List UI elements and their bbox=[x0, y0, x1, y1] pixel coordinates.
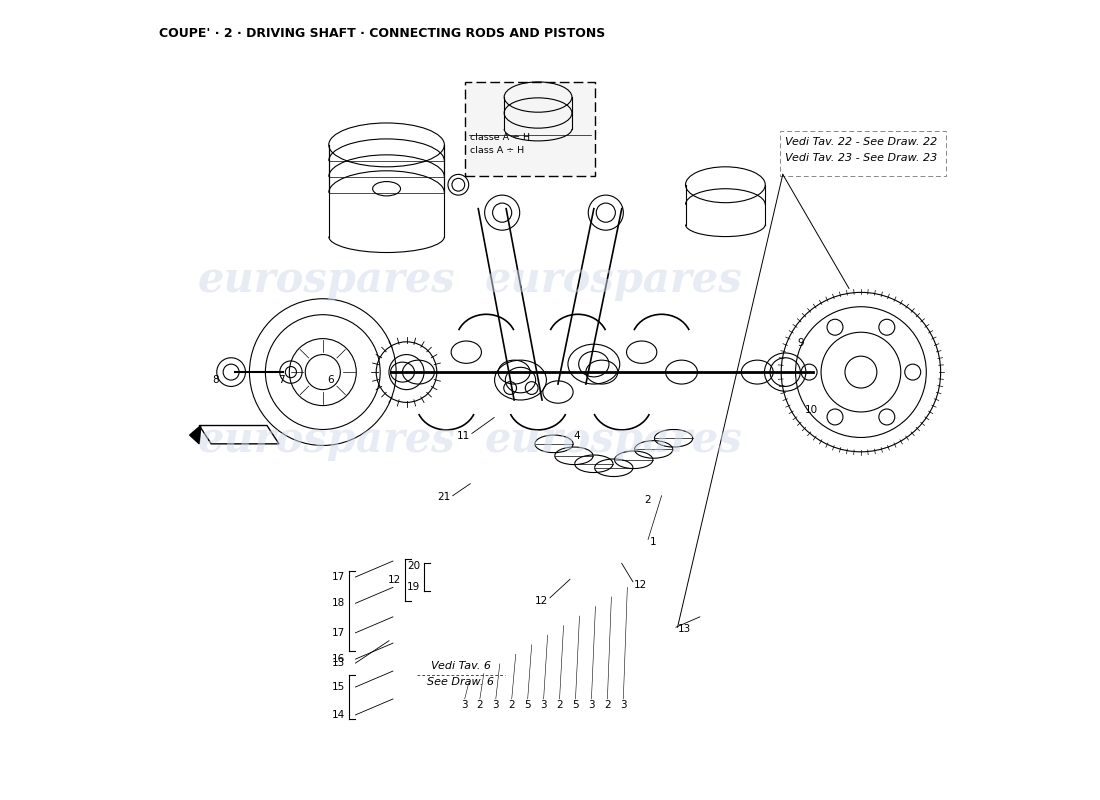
Text: 19: 19 bbox=[407, 582, 420, 592]
Text: 18: 18 bbox=[332, 598, 345, 608]
Text: 3: 3 bbox=[461, 699, 468, 710]
Text: 7: 7 bbox=[278, 375, 285, 385]
Text: Vedi Tav. 23 - See Draw. 23: Vedi Tav. 23 - See Draw. 23 bbox=[785, 153, 937, 163]
Text: 9: 9 bbox=[798, 338, 804, 347]
Text: COUPE' · 2 · DRIVING SHAFT · CONNECTING RODS AND PISTONS: COUPE' · 2 · DRIVING SHAFT · CONNECTING … bbox=[160, 27, 606, 40]
Text: 2: 2 bbox=[476, 699, 483, 710]
Polygon shape bbox=[199, 426, 279, 444]
Text: eurospares: eurospares bbox=[198, 259, 455, 302]
Text: 2: 2 bbox=[645, 494, 651, 505]
Text: 12: 12 bbox=[536, 596, 549, 606]
Text: 15: 15 bbox=[332, 682, 345, 692]
Text: 2: 2 bbox=[508, 699, 515, 710]
Text: eurospares: eurospares bbox=[198, 419, 455, 461]
Text: classe A ÷ H: classe A ÷ H bbox=[471, 133, 530, 142]
Text: 2: 2 bbox=[604, 699, 611, 710]
Text: 3: 3 bbox=[588, 699, 595, 710]
Text: 5: 5 bbox=[525, 699, 531, 710]
Text: 1: 1 bbox=[650, 537, 657, 547]
Text: 6: 6 bbox=[328, 375, 334, 385]
Text: 17: 17 bbox=[332, 572, 345, 582]
FancyBboxPatch shape bbox=[464, 82, 595, 176]
Text: 16: 16 bbox=[332, 654, 345, 664]
Text: 5: 5 bbox=[572, 699, 579, 710]
Text: 12: 12 bbox=[387, 575, 400, 585]
Text: eurospares: eurospares bbox=[485, 259, 742, 302]
Text: 11: 11 bbox=[456, 431, 471, 441]
Text: 3: 3 bbox=[493, 699, 499, 710]
Text: eurospares: eurospares bbox=[485, 419, 742, 461]
Text: 14: 14 bbox=[332, 710, 345, 720]
Text: 3: 3 bbox=[620, 699, 627, 710]
Text: Vedi Tav. 6: Vedi Tav. 6 bbox=[431, 662, 491, 671]
Text: 17: 17 bbox=[332, 628, 345, 638]
Text: 10: 10 bbox=[805, 405, 818, 414]
Text: 20: 20 bbox=[407, 561, 420, 571]
Polygon shape bbox=[189, 426, 201, 444]
Text: 3: 3 bbox=[540, 699, 547, 710]
Text: class A ÷ H: class A ÷ H bbox=[471, 146, 525, 155]
Text: 4: 4 bbox=[574, 431, 581, 441]
Text: Vedi Tav. 22 - See Draw. 22: Vedi Tav. 22 - See Draw. 22 bbox=[785, 137, 937, 147]
Text: 13: 13 bbox=[332, 658, 345, 668]
Text: 8: 8 bbox=[212, 375, 219, 385]
Text: 13: 13 bbox=[678, 624, 691, 634]
Text: 2: 2 bbox=[557, 699, 563, 710]
Text: 21: 21 bbox=[437, 492, 450, 502]
Text: See Draw. 6: See Draw. 6 bbox=[427, 677, 494, 686]
Text: 12: 12 bbox=[634, 580, 647, 590]
